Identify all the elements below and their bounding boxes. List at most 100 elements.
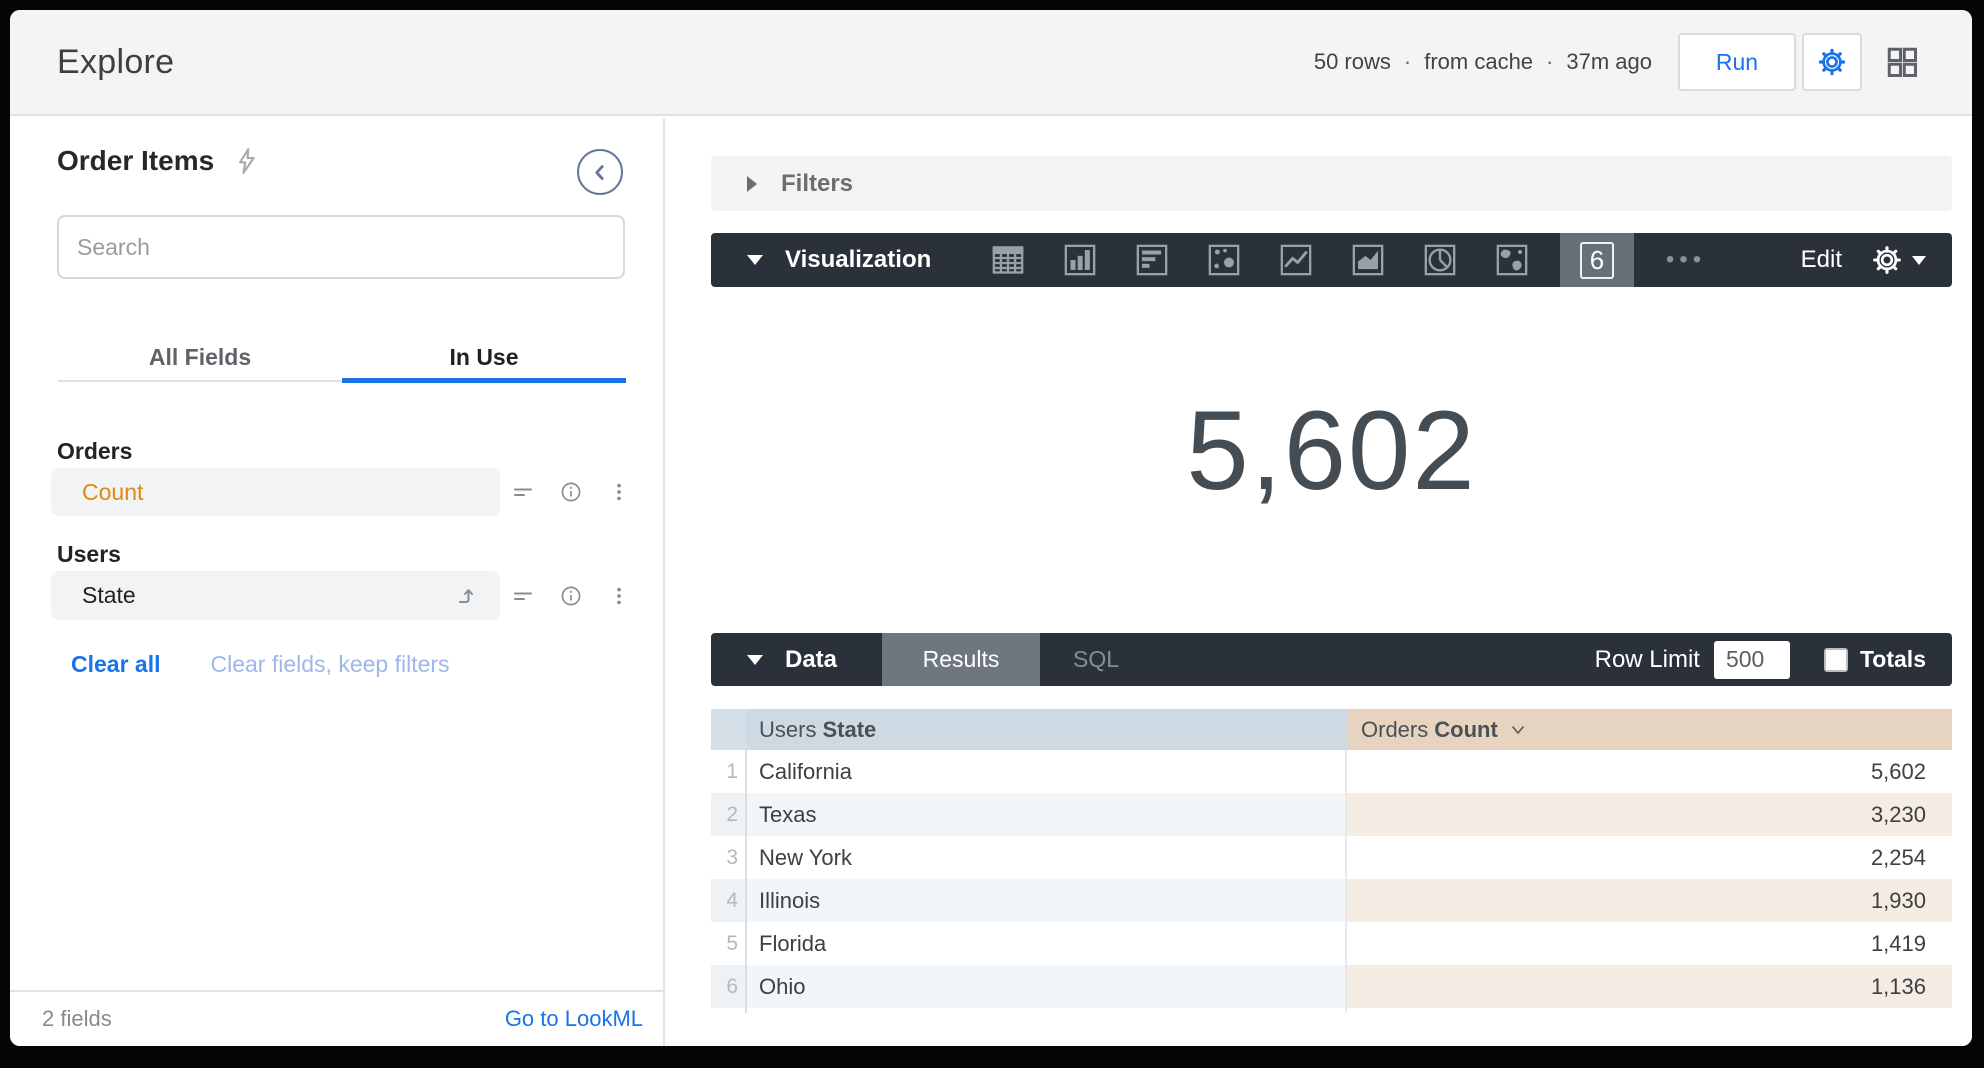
table-row[interactable]: 1 California 5,602	[711, 750, 1952, 793]
visualization-label: Visualization	[785, 246, 932, 273]
cell-state[interactable]: California	[747, 750, 1347, 793]
table-row[interactable]: 3 New York 2,254	[711, 836, 1952, 879]
column-header-users-state[interactable]: Users State	[747, 709, 1347, 750]
collapse-down-icon[interactable]	[747, 255, 763, 265]
viz-table-icon[interactable]	[984, 233, 1032, 287]
edit-viz-button[interactable]: Edit	[1800, 246, 1842, 273]
count-field-actions	[511, 468, 631, 516]
column-field: Count	[1434, 716, 1498, 742]
table-row-partial[interactable]	[711, 1008, 1952, 1013]
clear-all-link[interactable]: Clear all	[71, 651, 161, 677]
viz-scatter-icon[interactable]	[1200, 233, 1248, 287]
cell-count[interactable]: 1,419	[1870, 931, 1926, 956]
data-section-toggle[interactable]: Data	[711, 633, 882, 686]
cell-count[interactable]: 2,254	[1870, 845, 1926, 870]
lightning-icon	[232, 146, 262, 176]
cell-count	[1347, 1008, 1952, 1013]
row-number: 6	[711, 965, 747, 1008]
viz-settings-menu[interactable]	[1870, 243, 1926, 277]
cell-state[interactable]: Florida	[747, 922, 1347, 965]
tab-sql[interactable]: SQL	[1072, 646, 1120, 672]
search-input[interactable]	[59, 217, 623, 277]
query-status: 50 rows · from cache · 37m ago	[1314, 49, 1652, 75]
topbar: Explore 50 rows · from cache · 37m ago R…	[10, 10, 1972, 116]
cell-state[interactable]: New York	[747, 836, 1347, 879]
apps-grid-icon[interactable]	[1884, 44, 1920, 80]
row-count-text: 50 rows	[1313, 49, 1391, 74]
viz-pie-chart-icon[interactable]	[1416, 233, 1464, 287]
tab-all-fields[interactable]: All Fields	[148, 343, 252, 370]
field-row-state[interactable]: State	[51, 571, 500, 620]
totals-checkbox[interactable]	[1823, 647, 1848, 672]
tab-in-use[interactable]: In Use	[449, 343, 519, 370]
state-field-actions	[511, 571, 631, 620]
topbar-actions: 50 rows · from cache · 37m ago Run	[1314, 33, 1920, 91]
field-picker-sidebar: Order Items All Fields In Use Orders Cou…	[10, 118, 665, 1046]
table-row[interactable]: 6 Ohio 1,136	[711, 965, 1952, 1008]
info-icon[interactable]	[559, 584, 583, 608]
viz-single-value-icon-selected[interactable]: 6	[1560, 233, 1634, 287]
collapse-sidebar-button[interactable]	[577, 149, 623, 195]
row-number	[711, 1008, 747, 1013]
tab-results[interactable]: Results	[882, 633, 1040, 686]
row-number: 1	[711, 750, 747, 793]
pivot-icon[interactable]	[456, 584, 480, 608]
column-header-orders-count[interactable]: Orders Count	[1347, 709, 1952, 750]
clear-fields-keep-filters-link[interactable]: Clear fields, keep filters	[210, 651, 450, 677]
cell-state	[747, 1008, 1347, 1013]
explore-view-title: Order Items	[57, 145, 215, 176]
kebab-menu-icon[interactable]	[607, 480, 631, 504]
kebab-menu-icon[interactable]	[607, 584, 631, 608]
viz-area-chart-icon[interactable]	[1344, 233, 1392, 287]
table-row[interactable]: 4 Illinois 1,930	[711, 879, 1952, 922]
collapse-down-icon	[747, 654, 763, 665]
data-label: Data	[785, 645, 838, 673]
column-group: Orders	[1361, 716, 1429, 742]
clear-links: Clear all Clear fields, keep filters	[71, 651, 450, 678]
field-label-count: Count	[82, 478, 144, 505]
table-row[interactable]: 2 Texas 3,230	[711, 793, 1952, 836]
gear-icon	[1816, 46, 1848, 78]
chevron-left-icon	[587, 159, 613, 185]
field-search	[57, 215, 625, 279]
gear-icon	[1870, 243, 1904, 277]
filter-icon[interactable]	[511, 480, 535, 504]
explore-title-row: Order Items	[57, 145, 262, 177]
viz-line-chart-icon[interactable]	[1272, 233, 1320, 287]
go-to-lookml-link[interactable]: Go to LookML	[504, 1006, 643, 1031]
viz-column-chart-icon[interactable]	[1056, 233, 1104, 287]
field-row-count[interactable]: Count	[51, 468, 500, 516]
query-settings-button[interactable]	[1802, 33, 1862, 91]
column-field: State	[822, 716, 877, 742]
sidebar-footer: 2 fields Go to LookML	[10, 990, 663, 1046]
cell-state[interactable]: Texas	[747, 793, 1347, 836]
cell-count[interactable]: 1,136	[1347, 965, 1952, 1008]
filters-section-header[interactable]: Filters	[711, 156, 1952, 211]
info-icon[interactable]	[559, 480, 583, 504]
cell-count[interactable]: 5,602	[1870, 759, 1926, 784]
data-header-controls: Row Limit Totals	[1595, 633, 1926, 686]
cell-count[interactable]: 1,930	[1347, 879, 1952, 922]
status-separator: ·	[1403, 49, 1412, 74]
viz-bar-chart-icon[interactable]	[1128, 233, 1176, 287]
section-orders: Orders	[57, 438, 133, 464]
row-number: 4	[711, 879, 747, 922]
run-button[interactable]: Run	[1678, 33, 1796, 91]
row-limit-input[interactable]	[1713, 640, 1790, 679]
filters-label: Filters	[781, 169, 854, 197]
cell-count[interactable]: 3,230	[1347, 793, 1952, 836]
table-row[interactable]: 5 Florida 1,419	[711, 922, 1952, 965]
table-header-row: Users State Orders Count	[711, 709, 1952, 750]
field-label-state: State	[82, 582, 136, 608]
page-title: Explore	[57, 42, 175, 81]
tab-active-underline	[342, 378, 626, 383]
more-viz-types-icon[interactable]: •••	[1665, 246, 1707, 273]
sort-desc-icon	[1508, 720, 1528, 740]
data-section-header: Data Results SQL Row Limit Totals	[711, 633, 1952, 686]
cell-state[interactable]: Ohio	[747, 965, 1347, 1008]
cell-state[interactable]: Illinois	[747, 879, 1347, 922]
single-value-display: 5,602	[1186, 388, 1477, 513]
viz-map-icon[interactable]	[1488, 233, 1536, 287]
filter-icon[interactable]	[511, 584, 535, 608]
